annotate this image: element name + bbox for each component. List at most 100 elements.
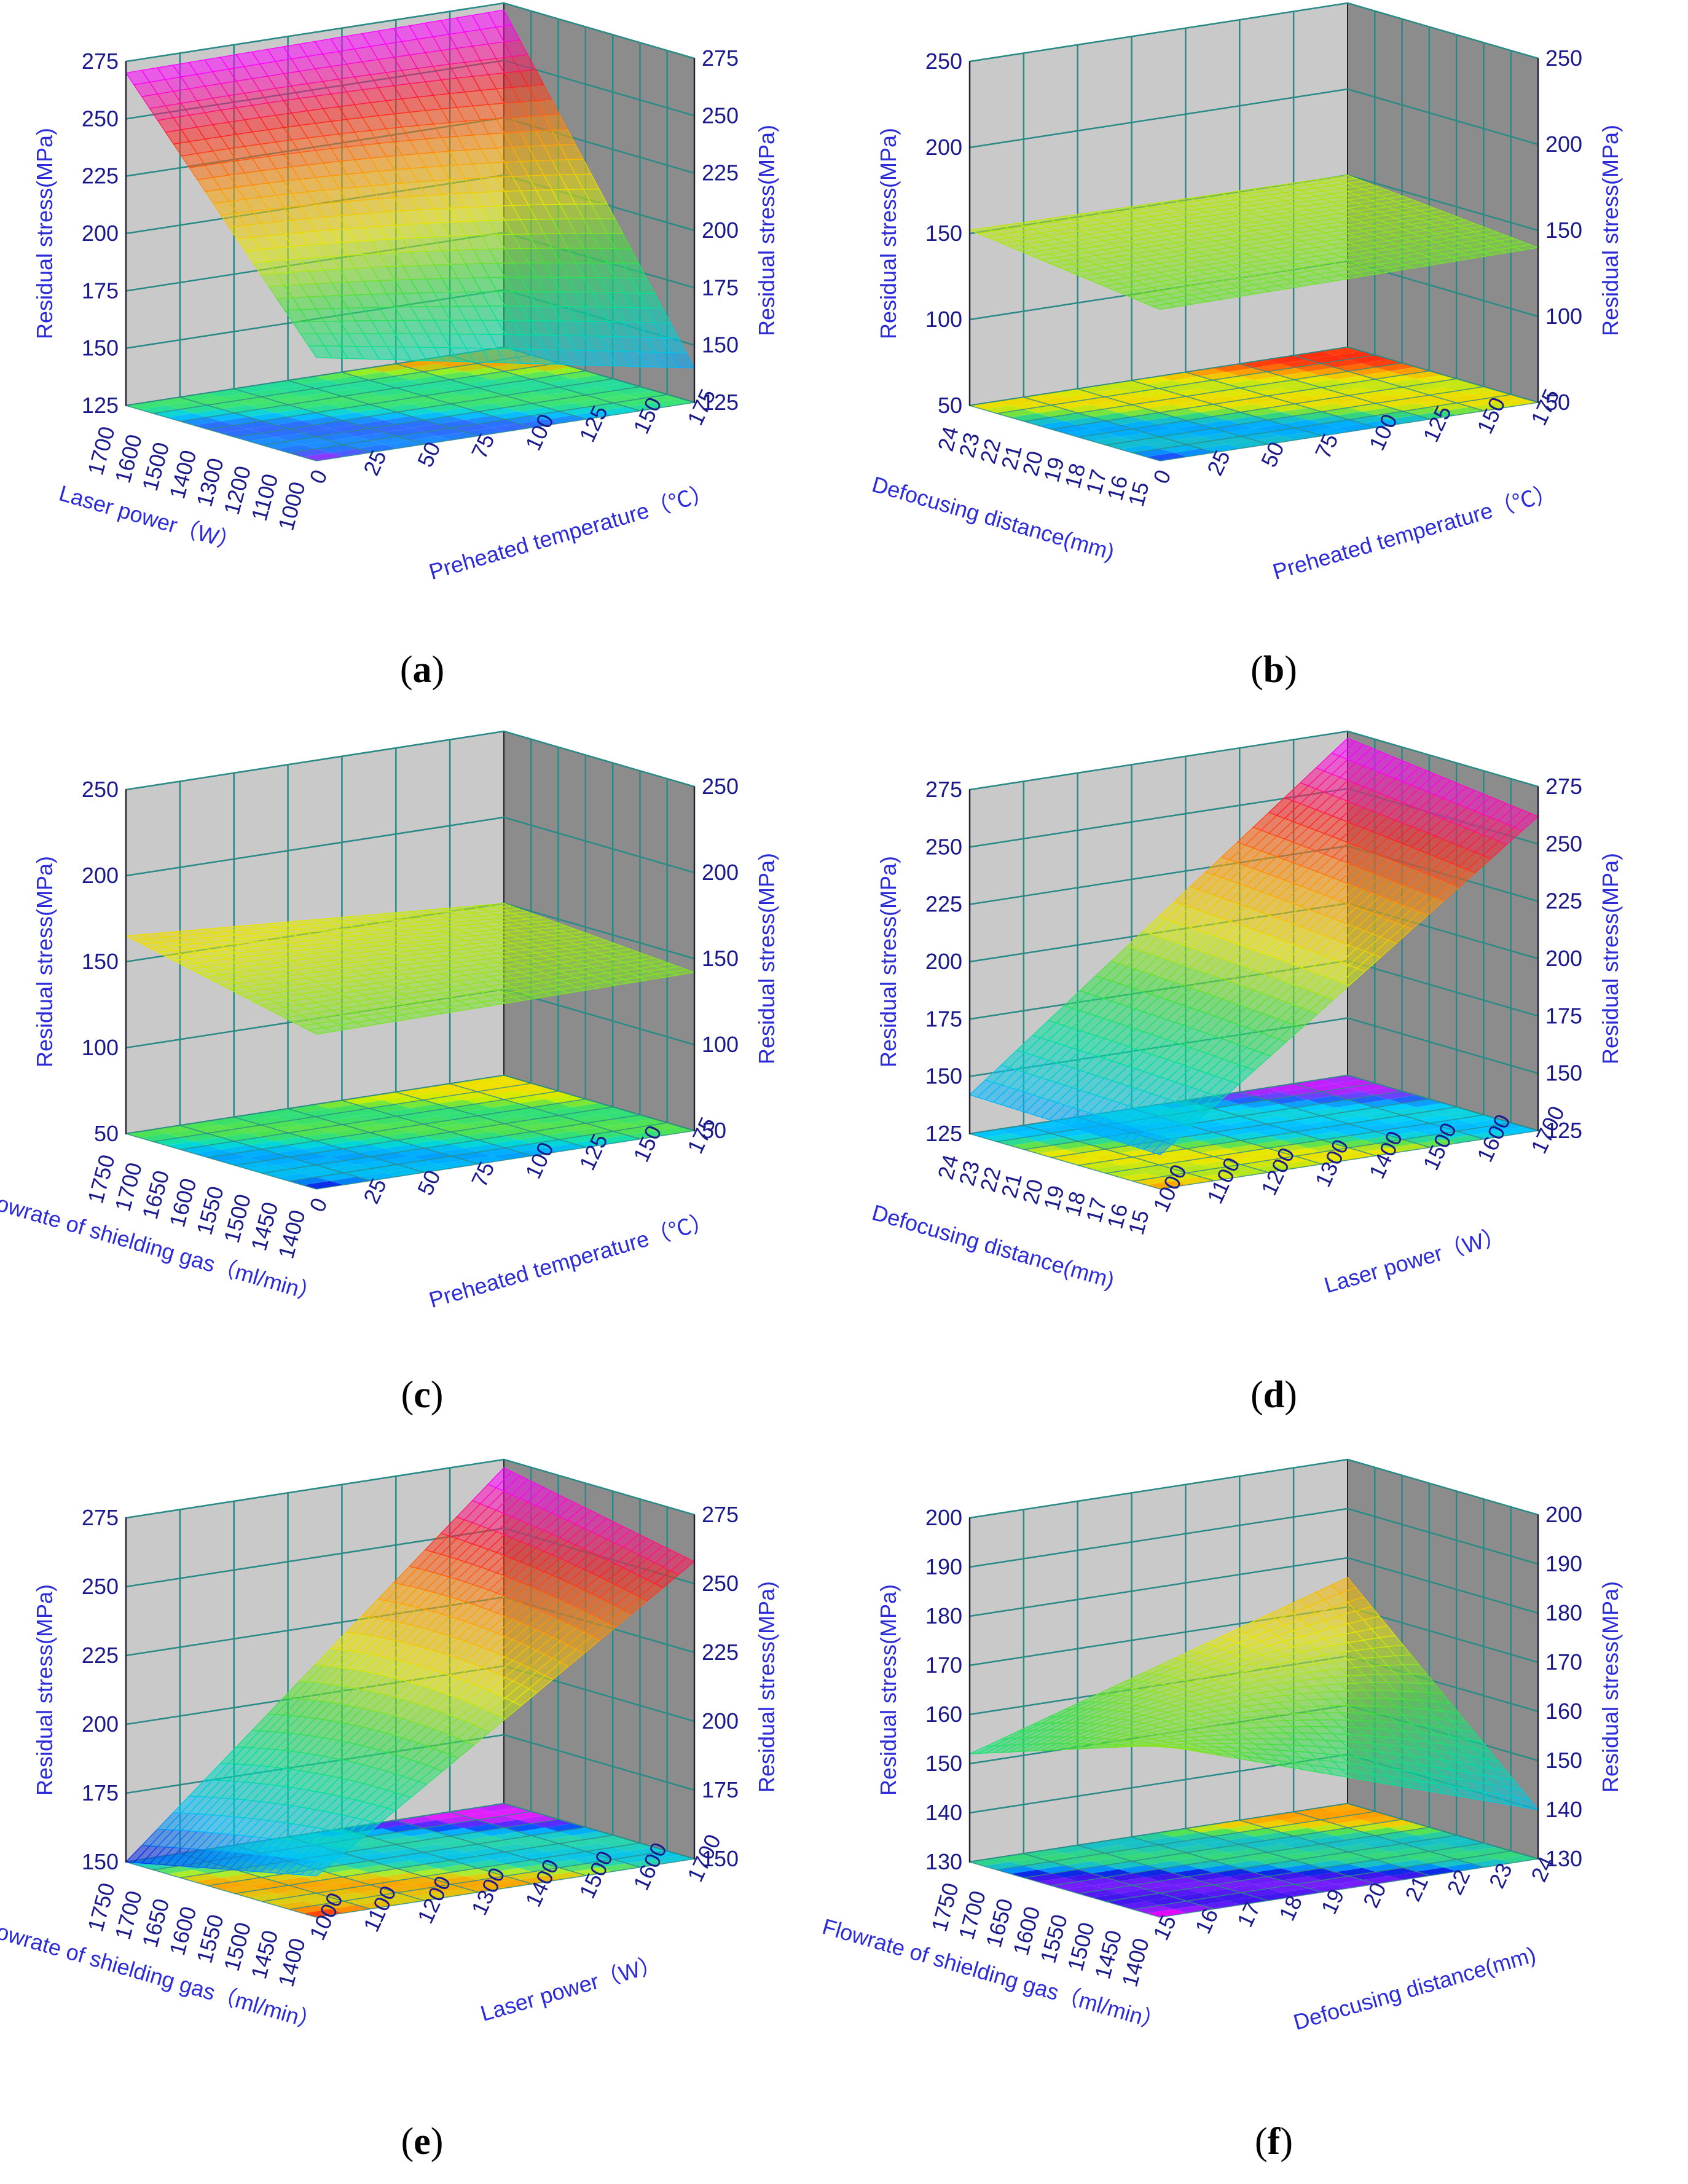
wall-gridline: [503, 816, 695, 874]
floor-cell: [1105, 1885, 1147, 1894]
floor-cell: [221, 404, 262, 414]
wall-gridline: [503, 902, 695, 960]
floor-cell: [1133, 436, 1174, 445]
floor-cell: [1322, 1147, 1363, 1157]
floor-cell: [1078, 1865, 1119, 1874]
floor-cell: [382, 1108, 423, 1117]
floor-cell: [545, 1131, 586, 1140]
floor-cell: [450, 1079, 491, 1088]
floor-cell: [572, 1855, 613, 1864]
floor-cell: [437, 383, 478, 392]
floor-cell: [1145, 1861, 1187, 1869]
floor-cell: [1375, 1819, 1416, 1828]
floor-gridline: [342, 1828, 533, 1885]
floor-cell: [1375, 399, 1416, 407]
floor-cell: [1334, 1079, 1375, 1088]
floor-cell: [1213, 412, 1254, 420]
floor-cell: [1348, 1107, 1389, 1116]
floor-cell: [329, 1152, 371, 1161]
floor-cell: [370, 1152, 411, 1161]
floor-cell: [275, 1173, 316, 1182]
floor-cell: [1131, 1845, 1172, 1853]
floor-cell: [517, 371, 559, 380]
floor-cell: [356, 1160, 398, 1169]
z-axis-title-right: Residual stress(MPa): [754, 1581, 779, 1793]
floor-cell: [627, 1131, 668, 1139]
floor-cell: [1240, 1852, 1281, 1861]
floor-cell: [342, 1848, 383, 1857]
floor-cell: [1185, 1824, 1227, 1833]
floor-cell: [1267, 1860, 1308, 1869]
floor-cell: [207, 1869, 248, 1878]
floor-cell: [1119, 1173, 1160, 1182]
floor-cell: [275, 396, 316, 405]
floor-cell: [1010, 1857, 1051, 1866]
floor-cell: [275, 1161, 316, 1169]
floor-cell: [1294, 1868, 1335, 1877]
z-tick-label-right: 150: [702, 1846, 739, 1871]
floor-cell: [437, 1852, 478, 1861]
floor-cell: [315, 372, 356, 380]
floor-cell: [1389, 379, 1430, 387]
floor-cell: [423, 391, 465, 400]
floor-cell: [477, 1136, 519, 1144]
floor-cell: [302, 1157, 343, 1165]
floor-cell: [518, 407, 559, 416]
floor-cell: [1214, 436, 1255, 445]
z-tick-label-right: 250: [702, 103, 739, 128]
floor-cell: [342, 367, 383, 377]
floor-cell: [532, 1139, 573, 1148]
floor-cell: [247, 388, 288, 397]
floor-cell: [1158, 1840, 1199, 1849]
floor-cell: [1091, 1153, 1133, 1161]
floor-cell: [1429, 1835, 1470, 1844]
z-tick-label-left: 50: [94, 1121, 119, 1146]
floor-cell: [288, 1128, 329, 1137]
wall-gridline: [503, 1734, 695, 1791]
surface-mesh: [969, 1577, 1539, 1810]
floor-cell: [1105, 404, 1146, 413]
floor-cell: [315, 1877, 356, 1885]
floor-cell: [545, 379, 586, 387]
floor-cell: [1200, 1148, 1241, 1157]
floor-cell: [1199, 408, 1241, 417]
z-tick-label-left: 175: [925, 1006, 962, 1031]
z-tick-label-right: 150: [1545, 1061, 1582, 1086]
floor-cell: [545, 1835, 586, 1844]
floor-cell: [464, 1131, 505, 1140]
floor-cell: [1321, 1804, 1362, 1812]
floor-cell: [1186, 392, 1227, 401]
floor-cell: [1348, 1095, 1389, 1104]
z-tick-label-right: 250: [1545, 45, 1582, 71]
floor-cell: [1266, 1812, 1308, 1820]
floor-cell: [1226, 380, 1267, 388]
floor-cell: [1321, 1864, 1362, 1872]
floor-cell: [1294, 1844, 1335, 1852]
floor-cell: [1105, 428, 1147, 438]
floor-cell: [1335, 1868, 1376, 1876]
floor-cell: [396, 372, 437, 380]
floor-cell: [1456, 1855, 1498, 1864]
floor-cell: [1024, 417, 1065, 426]
floor-cell: [1227, 1168, 1268, 1177]
floor-cell: [1376, 411, 1417, 420]
floor-cell: [463, 1812, 504, 1820]
floor-cell: [1186, 416, 1227, 425]
floor-cell: [1470, 1859, 1512, 1868]
floor-cell: [1240, 396, 1281, 404]
floor-cell: [235, 1889, 276, 1898]
floor-cell: [221, 1873, 262, 1882]
floor-gridline: [179, 396, 371, 454]
floor-cell: [1186, 1860, 1227, 1869]
floor-cell: [1104, 380, 1145, 389]
floor-cell: [490, 1807, 532, 1816]
floor-cell: [490, 1079, 532, 1088]
floor-cell: [1241, 1148, 1282, 1157]
floor-cell: [194, 1125, 235, 1134]
floor-cell: [464, 379, 505, 388]
floor-cell: [463, 367, 504, 376]
floor-cell: [316, 1173, 357, 1181]
floor-cell: [207, 1141, 248, 1150]
floor-cell: [1281, 1136, 1322, 1144]
